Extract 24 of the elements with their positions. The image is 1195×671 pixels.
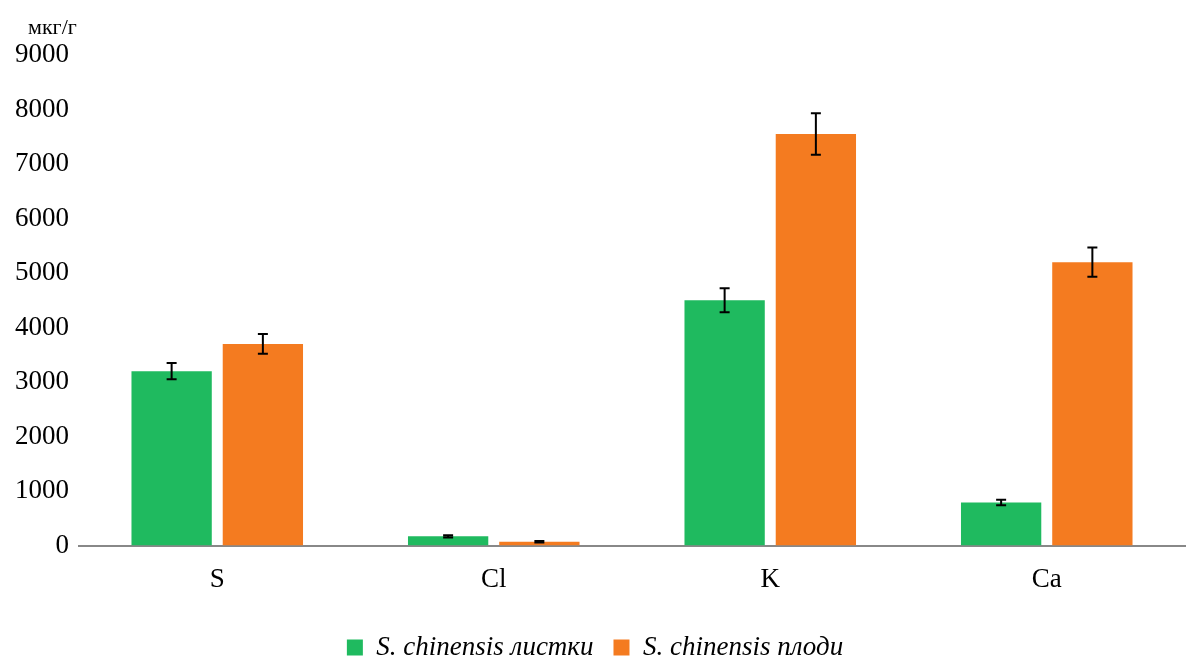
y-tick-label: 0 (55, 528, 69, 559)
legend-label: S. chinensis плоди (642, 630, 844, 661)
bar (407, 536, 489, 546)
y-tick-label: 2000 (15, 419, 69, 450)
bar (131, 371, 212, 546)
x-tick-label: Ca (1031, 562, 1062, 593)
y-tick-label: 5000 (15, 256, 69, 287)
bar (222, 343, 304, 546)
bar (684, 300, 765, 546)
y-tick-label: 1000 (15, 474, 69, 505)
legend-label: S. chinensis листки (376, 630, 594, 661)
bar (960, 502, 1042, 546)
x-tick-label: S (209, 562, 225, 593)
y-axis-title: мкг/г (28, 13, 77, 39)
y-tick-label: 7000 (15, 147, 69, 178)
y-tick-label: 9000 (15, 38, 69, 69)
y-tick-label: 8000 (15, 92, 69, 123)
x-tick-label: K (760, 562, 781, 593)
bar (775, 134, 857, 546)
y-tick-label: 4000 (15, 310, 69, 341)
x-tick-label: Cl (480, 562, 507, 593)
y-tick-label: 6000 (15, 201, 69, 232)
y-tick-label: 3000 (15, 365, 69, 396)
bar (1052, 262, 1133, 546)
